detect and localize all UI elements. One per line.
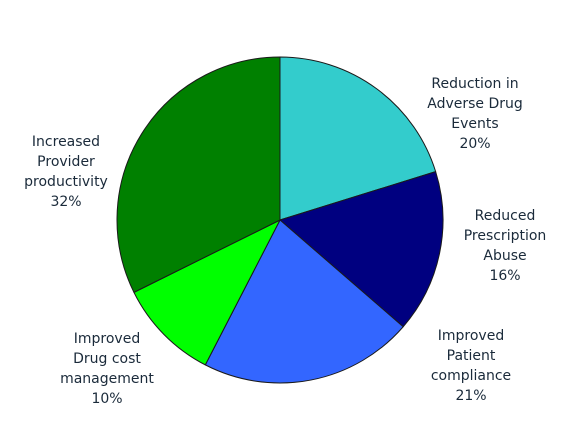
pie-labels: Reduction in Adverse Drug Events 20% Reduced… [24,76,546,407]
pie-value-label: 21% [455,388,486,404]
pie-label-increased-provider-productivity: Increased Provider productivity 32% [24,134,108,210]
pie-slice-reduction-in-adverse-drug-events [279,56,437,221]
pie-label-line: Improved [74,331,140,347]
pie-label-line: Prescription [464,228,547,244]
pie-value-label: 10% [91,391,122,407]
pie-slices [116,56,444,384]
pie-label-line: Reduction in [431,76,518,92]
pie-label-reduced-prescription-abuse: Reduced Prescription Abuse 16% [464,208,547,284]
pie-label-line: Abuse [483,248,526,264]
pie-value-label: 16% [489,268,520,284]
pie-label-reduction-in-adverse-drug-events: Reduction in Adverse Drug Events 20% [427,76,523,152]
pie-slice-improved-patient-compliance [204,219,404,384]
pie-label-line: Provider [37,154,95,170]
pie-value-label: 20% [459,136,490,152]
pie-label-improved-patient-compliance: Improved Patient compliance 21% [431,328,511,404]
pie-label-line: Increased [32,134,100,150]
pie-label-line: management [60,371,154,387]
pie-label-line: compliance [431,368,511,384]
pie-slice-increased-provider-productivity [116,56,281,293]
pie-label-line: Drug cost [73,351,141,367]
pie-label-line: Improved [438,328,504,344]
pie-slice-improved-drug-cost-management [133,219,281,366]
pie-label-line: Reduced [475,208,536,224]
pie-label-line: productivity [24,174,108,190]
pie-label-line: Patient [447,348,496,364]
pie-label-line: Adverse Drug [427,96,523,112]
pie-label-line: Events [451,116,498,132]
pie-slice-reduced-prescription-abuse [279,171,444,328]
pie-value-label: 32% [50,194,81,210]
pie-label-improved-drug-cost-management: Improved Drug cost management 10% [60,331,154,407]
